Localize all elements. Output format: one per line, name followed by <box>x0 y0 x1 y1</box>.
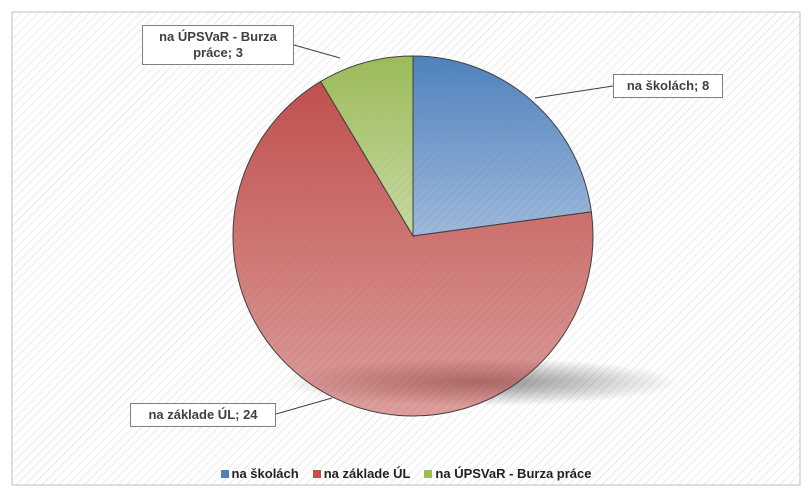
data-label: na školách; 8 <box>613 74 723 98</box>
legend-item: na základe ÚL <box>312 466 411 481</box>
pie-slice <box>232 80 594 417</box>
legend-label: na základe ÚL <box>323 466 411 481</box>
leader-line <box>293 44 341 59</box>
leader-line <box>275 397 333 415</box>
legend-item: na ÚPSVaR - Burza práce <box>424 466 591 481</box>
pie-slice <box>319 55 414 238</box>
data-label: na ÚPSVaR - Burza práce; 3 <box>142 25 294 65</box>
leader-line <box>534 85 614 99</box>
legend-swatch <box>220 469 229 478</box>
legend: na školách na základe ÚL na ÚPSVaR - Burza… <box>0 466 812 481</box>
legend-label: na ÚPSVaR - Burza práce <box>435 466 592 481</box>
legend-swatch <box>312 469 321 478</box>
legend-swatch <box>424 469 433 478</box>
pie-slice <box>412 55 592 237</box>
slices <box>232 55 594 417</box>
legend-label: na školách <box>231 466 299 481</box>
data-label: na základe ÚL; 24 <box>130 403 276 427</box>
legend-item: na školách <box>220 466 299 481</box>
